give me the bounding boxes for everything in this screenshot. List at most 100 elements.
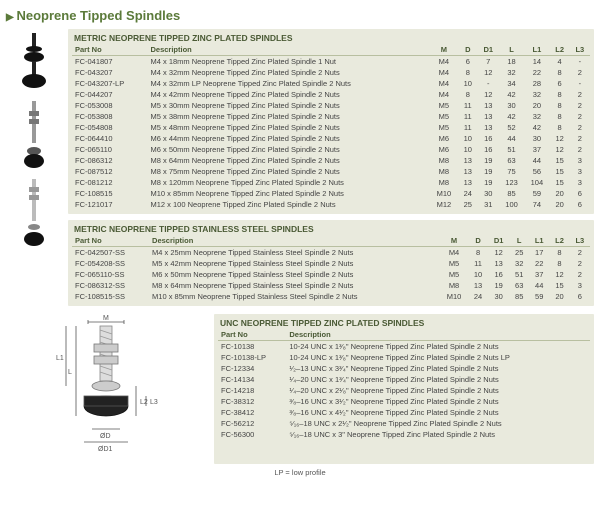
col-header: Description xyxy=(148,44,430,56)
col-header: M xyxy=(440,235,468,247)
data-cell: M5 x 38mm Neoprene Tipped Zinc Plated Sp… xyxy=(148,111,430,122)
data-cell: 2 xyxy=(570,144,590,155)
data-cell: 15 xyxy=(550,155,570,166)
table-row: FC-065110M6 x 50mm Neoprene Tipped Zinc … xyxy=(72,144,590,155)
data-cell: 42 xyxy=(524,122,549,133)
data-cell: M8 x 120mm Neoprene Tipped Zinc Plated S… xyxy=(148,177,430,188)
data-cell: 34 xyxy=(499,78,524,89)
data-cell: ⁵⁄₁₆–18 UNC x 3" Neoprene Tipped Zinc Pl… xyxy=(286,429,590,440)
data-cell: 2 xyxy=(570,89,590,100)
data-cell: 30 xyxy=(478,188,499,199)
part-no-cell: FC-064410 xyxy=(72,133,148,144)
part-no-cell: FC-14218 xyxy=(218,385,286,396)
metric-ss-table-block: METRIC NEOPRENE TIPPED STAINLESS STEEL S… xyxy=(68,220,594,306)
data-cell: M12 xyxy=(430,199,458,210)
data-cell: M10 xyxy=(440,291,468,302)
data-cell: 15 xyxy=(549,280,569,291)
data-cell: 24 xyxy=(468,291,488,302)
data-cell: 2 xyxy=(570,258,590,269)
part-no-cell: FC-065110-SS xyxy=(72,269,149,280)
svg-text:L1: L1 xyxy=(56,355,64,362)
data-cell: 63 xyxy=(509,280,529,291)
col-header: L xyxy=(509,235,529,247)
product-images-column xyxy=(6,29,62,306)
data-cell: M4 x 18mm Neoprene Tipped Zinc Plated Sp… xyxy=(148,56,430,68)
data-cell: 2 xyxy=(570,100,590,111)
table-row: FC-087512M8 x 75mm Neoprene Tipped Zinc … xyxy=(72,166,590,177)
data-cell: 51 xyxy=(509,269,529,280)
table-row: FC-14134¹⁄₄–20 UNC x 1³⁄₄" Neoprene Tipp… xyxy=(218,374,590,385)
data-cell: 6 xyxy=(570,188,590,199)
data-cell: ³⁄₈–16 UNC x 4¹⁄₂" Neoprene Tipped Zinc … xyxy=(286,407,590,418)
data-cell: 20 xyxy=(524,100,549,111)
part-no-cell: FC-56300 xyxy=(218,429,286,440)
data-cell: 2 xyxy=(570,269,590,280)
table-row: FC-38412³⁄₈–16 UNC x 4¹⁄₂" Neoprene Tipp… xyxy=(218,407,590,418)
data-cell: 7 xyxy=(478,56,499,68)
svg-text:L: L xyxy=(68,369,72,376)
part-no-cell: FC-108515-SS xyxy=(72,291,149,302)
data-cell: 85 xyxy=(499,188,524,199)
part-no-cell: FC-121017 xyxy=(72,199,148,210)
data-cell: 13 xyxy=(458,155,478,166)
data-cell: 2 xyxy=(570,133,590,144)
data-cell: 10-24 UNC x 1³⁄₈" Neoprene Tipped Zinc P… xyxy=(286,341,590,353)
col-header: L1 xyxy=(524,44,549,56)
col-header: D1 xyxy=(478,44,499,56)
data-cell: 13 xyxy=(468,280,488,291)
data-cell: ³⁄₈–16 UNC x 3¹⁄₂" Neoprene Tipped Zinc … xyxy=(286,396,590,407)
part-no-cell: FC-054208-SS xyxy=(72,258,149,269)
data-cell: M4 xyxy=(440,247,468,259)
data-cell: 15 xyxy=(550,177,570,188)
data-cell: 85 xyxy=(509,291,529,302)
data-cell: M4 xyxy=(430,89,458,100)
col-header: L3 xyxy=(570,235,590,247)
data-cell: 12 xyxy=(478,67,499,78)
part-no-cell: FC-043207-LP xyxy=(72,78,148,89)
data-cell: 6 xyxy=(458,56,478,68)
part-no-cell: FC-14134 xyxy=(218,374,286,385)
col-header: Part No xyxy=(218,329,286,341)
table-row: FC-56300⁵⁄₁₆–18 UNC x 3" Neoprene Tipped… xyxy=(218,429,590,440)
data-cell: M6 x 50mm Neoprene Tipped Zinc Plated Sp… xyxy=(148,144,430,155)
part-no-cell: FC-054808 xyxy=(72,122,148,133)
data-cell: M4 x 32mm LP Neoprene Tipped Zinc Plated… xyxy=(148,78,430,89)
data-cell: 59 xyxy=(529,291,549,302)
data-cell: 30 xyxy=(524,133,549,144)
data-cell: 16 xyxy=(488,269,509,280)
table-row: FC-56212⁵⁄₁₆–18 UNC x 2¹⁄₂" Neoprene Tip… xyxy=(218,418,590,429)
data-cell: 6 xyxy=(570,291,590,302)
data-cell: 13 xyxy=(478,122,499,133)
table-row: FC-065110-SSM6 x 50mm Neoprene Tipped St… xyxy=(72,269,590,280)
part-no-cell: FC-086312 xyxy=(72,155,148,166)
data-cell: 59 xyxy=(524,188,549,199)
data-cell: 22 xyxy=(529,258,549,269)
data-cell: 37 xyxy=(524,144,549,155)
part-no-cell: FC-38412 xyxy=(218,407,286,418)
data-cell: 3 xyxy=(570,280,590,291)
unc-title: UNC NEOPRENE TIPPED ZINC PLATED SPINDLES xyxy=(218,316,590,329)
table-row: FC-054208-SSM5 x 42mm Neoprene Tipped St… xyxy=(72,258,590,269)
metric-ss-title: METRIC NEOPRENE TIPPED STAINLESS STEEL S… xyxy=(72,222,590,235)
metric-ss-table: Part NoDescriptionMDD1LL1L2L3 FC-042507-… xyxy=(72,235,590,302)
table-row: FC-14218¹⁄₄–20 UNC x 2¹⁄₈" Neoprene Tipp… xyxy=(218,385,590,396)
data-cell: 13 xyxy=(488,258,509,269)
data-cell: 104 xyxy=(524,177,549,188)
data-cell: 52 xyxy=(499,122,524,133)
data-cell: M6 xyxy=(430,133,458,144)
data-cell: M10 xyxy=(430,188,458,199)
data-cell: 51 xyxy=(499,144,524,155)
col-header: L2 xyxy=(550,44,570,56)
data-cell: 2 xyxy=(570,122,590,133)
data-cell: 11 xyxy=(458,100,478,111)
data-cell: 24 xyxy=(458,188,478,199)
data-cell: M5 x 48mm Neoprene Tipped Zinc Plated Sp… xyxy=(148,122,430,133)
data-cell: 16 xyxy=(478,133,499,144)
data-cell: 8 xyxy=(549,258,569,269)
part-no-cell: FC-043207 xyxy=(72,67,148,78)
table-row: FC-108515-SSM10 x 85mm Neoprene Tipped S… xyxy=(72,291,590,302)
col-header: L xyxy=(499,44,524,56)
data-cell: 3 xyxy=(570,177,590,188)
table-row: FC-054808M5 x 48mm Neoprene Tipped Zinc … xyxy=(72,122,590,133)
data-cell: 12 xyxy=(550,144,570,155)
